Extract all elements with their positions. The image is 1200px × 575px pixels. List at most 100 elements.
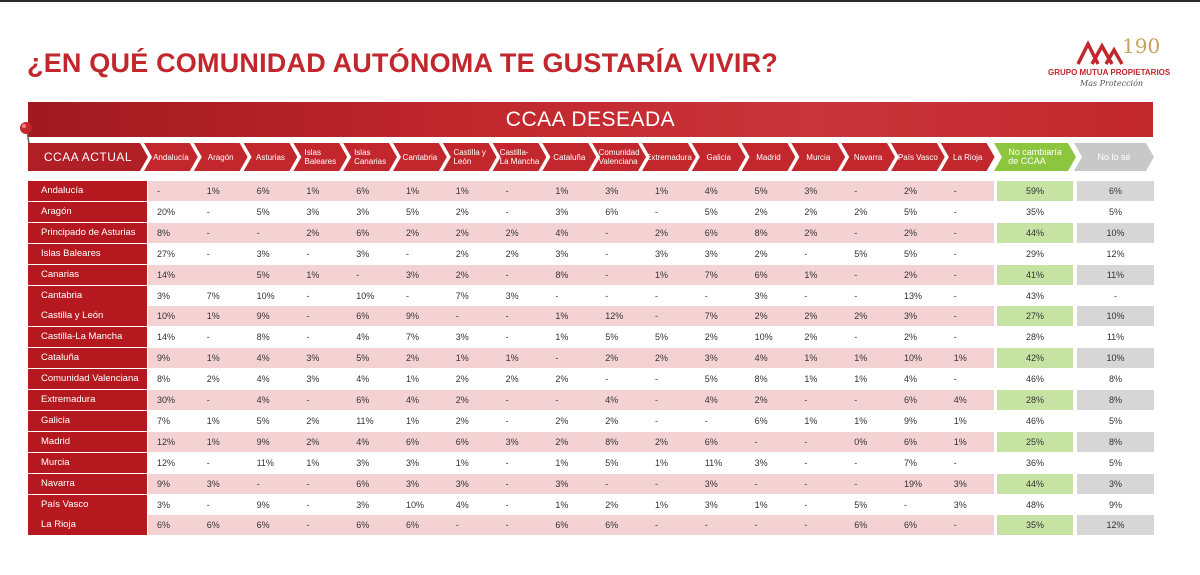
table-cell: 5% [904, 248, 918, 259]
row-label: País Vasco [28, 494, 147, 515]
table-cell: 3% [505, 290, 519, 301]
table-cell: - [306, 290, 310, 301]
row-label: Principado de Asturias [28, 222, 147, 243]
column-header: Navarra [841, 143, 895, 171]
table-cell: 7% [704, 311, 718, 322]
dont-know-cell: 5% [1108, 415, 1122, 426]
column-header: País Vasco [891, 143, 945, 171]
column-header: Castilla- La Mancha [493, 143, 547, 171]
table-cell: - [953, 374, 957, 385]
table-cell: 5% [655, 332, 669, 343]
table-cell: - [754, 478, 758, 489]
table-cell: 4% [555, 227, 569, 238]
row-band [148, 515, 994, 536]
table-cell: 7% [206, 290, 220, 301]
table-cell: 3% [555, 248, 569, 259]
table-cell: 4% [754, 353, 768, 364]
dont-know-cell: - [1114, 290, 1117, 301]
brand-logo: 190 GRUPO MUTUA PROPIETARIOS Mas Protecc… [1040, 34, 1170, 94]
anniversary-mark: 190 [1122, 34, 1161, 58]
table-cell: 12% [157, 457, 176, 468]
column-header: Islas Canarias [343, 143, 397, 171]
table-cell: - [754, 436, 758, 447]
table-cell: - [306, 311, 310, 322]
table-cell: 1% [206, 311, 220, 322]
table-cell: 1% [804, 415, 818, 426]
table-cell: - [306, 478, 310, 489]
table-cell: 12% [157, 436, 176, 447]
table-cell: - [953, 457, 957, 468]
table-row: Comunidad Valenciana 8% 2% 4% 3% 4% 1% 2% 2% 2% - -… [28, 369, 1154, 390]
table-cell: - [206, 332, 210, 343]
row-label: Cataluña [28, 348, 147, 369]
table-row: Castilla-La Mancha 14% - 8% - 4% 7% 3% - 1% 5% 5% 2%… [28, 327, 1154, 348]
no-change-cell: 44% [997, 222, 1073, 243]
table-cell: - [206, 499, 210, 510]
table-cell: - [854, 332, 858, 343]
column-header: Cataluña [542, 143, 596, 171]
table-cell: - [953, 206, 957, 217]
dont-know-cell: 8% [1077, 431, 1154, 452]
table-cell: 2% [854, 206, 868, 217]
table-cell: 10% [256, 290, 275, 301]
table-cell: 6% [904, 436, 918, 447]
table-cell: - [356, 269, 360, 280]
row-label: Galicia [28, 410, 147, 431]
row-label: Islas Baleares [28, 243, 147, 264]
table-cell: 6% [904, 395, 918, 405]
table-cell: - [804, 478, 808, 489]
table-cell: - [455, 520, 459, 531]
table-cell: - [505, 269, 509, 280]
table-cell: - [953, 290, 957, 301]
table-cell: 7% [904, 457, 918, 468]
table-cell: 3% [804, 186, 818, 196]
table-cell: 5% [356, 353, 370, 364]
dont-know-cell: 6% [1077, 181, 1154, 201]
table-cell: 2% [655, 227, 669, 238]
table-cell: 3% [455, 332, 469, 343]
table-cell: 3% [157, 290, 171, 301]
table-cell: 1% [854, 353, 868, 364]
table-cell: 3% [356, 457, 370, 468]
table-cell: 6% [754, 415, 768, 426]
table-cell: - [854, 290, 858, 301]
table-cell: - [256, 227, 260, 238]
table-row: Principado de Asturias 8% - - 2% 6% 2% 2% 2% 4% - 2… [28, 222, 1154, 243]
table-cell: 2% [804, 227, 818, 238]
table-cell: - [804, 499, 808, 510]
top-border [0, 0, 1200, 2]
table-cell: 6% [704, 436, 718, 447]
table-cell: - [854, 227, 858, 238]
dont-know-cell: 8% [1077, 390, 1154, 410]
row-label: Andalucía [28, 181, 147, 201]
row-band [148, 181, 994, 201]
table-cell: - [655, 478, 658, 489]
table-cell: 1% [206, 353, 220, 364]
no-change-cell: 28% [1025, 332, 1044, 343]
row-label: Murcia [28, 452, 147, 473]
table-cell: - [953, 520, 957, 531]
table-cell: 6% [356, 311, 370, 322]
dont-know-cell: 10% [1077, 306, 1154, 327]
table-cell: - [605, 269, 609, 280]
table-cell: - [655, 415, 658, 426]
table-cell: 5% [256, 415, 270, 426]
table-cell: 6% [356, 478, 370, 489]
table-cell: - [704, 415, 708, 426]
dont-know-cell: 12% [1077, 515, 1154, 536]
row-band [148, 390, 994, 410]
row-band [148, 431, 994, 452]
column-header: No cambiaría de CCAA [994, 143, 1076, 171]
table-cell: 9% [904, 415, 918, 426]
table-cell: 3% [356, 499, 370, 510]
table-cell: 6% [854, 520, 868, 531]
table-cell: 6% [605, 520, 619, 531]
table-cell: - [206, 248, 210, 259]
table-cell: 1% [655, 457, 669, 468]
table-cell: 9% [256, 311, 270, 322]
table-row: Murcia 12% - 11% 1% 3% 3% 1% - 1% 5% 1% 11% 3% - - 7% - 36… [28, 452, 1154, 473]
table-cell: 6% [406, 520, 420, 531]
row-label: Extremadura [28, 390, 147, 410]
table-cell: 3% [754, 290, 768, 301]
table-cell: 2% [804, 311, 818, 322]
